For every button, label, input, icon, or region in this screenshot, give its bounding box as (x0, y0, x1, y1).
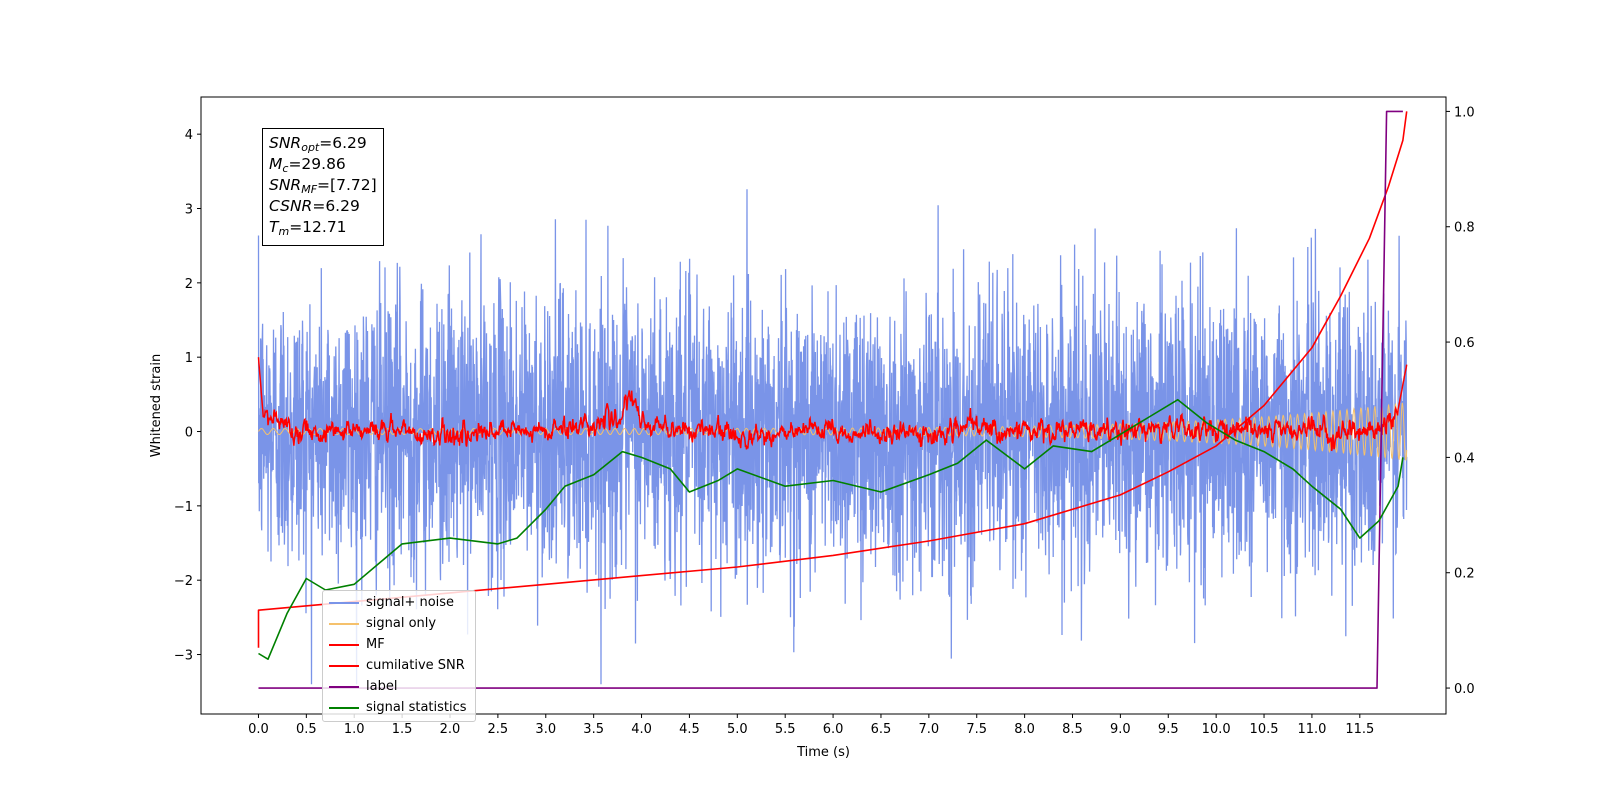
x-tick-label: 7.0 (919, 722, 940, 737)
x-tick-label: 6.0 (823, 722, 844, 737)
y-axis-ticks: −3 −2 −1 0 1 2 3 4 (174, 128, 201, 664)
info-line-csnr: CSNR=6.29 (269, 197, 360, 215)
x-tick-label: 0.5 (296, 722, 317, 737)
x-tick-label: 1.5 (392, 722, 413, 737)
legend-swatch-signal-statistics (329, 707, 359, 709)
info-line-snr-opt: SNRopt=6.29 (269, 134, 367, 154)
plot-frame (200, 96, 1447, 715)
x-tick-label: 2.0 (440, 722, 461, 737)
y2-tick-label: 0.2 (1454, 567, 1475, 582)
legend-item-signal-statistics: signal statistics (323, 697, 475, 718)
signal-statistics-line (258, 398, 1404, 661)
x-tick-label: 3.0 (535, 722, 556, 737)
legend-swatch-mf (329, 644, 359, 646)
x-tick-label: 2.5 (488, 722, 509, 737)
y2-axis-ticks: 0.0 0.2 0.4 0.6 0.8 1.0 (1446, 105, 1475, 697)
legend-item-signal-only: signal only (323, 613, 475, 634)
x-axis-label: Time (s) (796, 745, 850, 760)
y-tick-label: −1 (174, 500, 193, 515)
legend-label-signal-statistics: signal statistics (366, 700, 467, 715)
legend-item-signal-noise: signal+ noise (323, 592, 475, 613)
x-tick-label: 10.0 (1202, 722, 1231, 737)
x-axis-ticks: 0.0 0.5 1.0 1.5 2.0 2.5 3.0 3.5 4.0 4.5 5.0 5.5 6.0 6… (248, 714, 1374, 737)
legend-swatch-label (329, 686, 359, 688)
legend-label-label: label (366, 679, 398, 694)
x-tick-label: 5.5 (775, 722, 796, 737)
legend-label-signal-only: signal only (366, 616, 437, 631)
x-tick-label: 9.0 (1110, 722, 1131, 737)
x-tick-label: 4.5 (679, 722, 700, 737)
x-tick-label: 10.5 (1250, 722, 1279, 737)
legend-item-cumulative-snr: cumilative SNR (323, 655, 475, 676)
legend-label-cumulative-snr: cumilative SNR (366, 658, 465, 673)
legend-label-signal-noise: signal+ noise (366, 595, 455, 610)
y-tick-label: 1 (185, 351, 193, 366)
y-tick-label: 4 (185, 128, 193, 143)
x-tick-label: 1.0 (344, 722, 365, 737)
y-axis-label: Whitened strain (149, 354, 164, 457)
y2-tick-label: 0.4 (1454, 451, 1475, 466)
x-tick-label: 5.0 (727, 722, 748, 737)
x-tick-label: 11.5 (1345, 722, 1374, 737)
legend-swatch-cumulative-snr (329, 665, 359, 667)
snr-info-box: SNRopt=6.29 Mc=29.86 SNRMF=[7.72] CSNR=6… (262, 128, 384, 246)
y-tick-label: −2 (174, 574, 193, 589)
x-tick-label: 3.5 (583, 722, 604, 737)
info-line-tm: Tm=12.71 (269, 218, 347, 238)
x-tick-label: 7.5 (966, 722, 987, 737)
x-tick-label: 6.5 (871, 722, 892, 737)
y-tick-label: 3 (185, 203, 193, 218)
y2-tick-label: 0.8 (1454, 221, 1475, 236)
info-line-snr-mf: SNRMF=[7.72] (269, 176, 377, 196)
legend-swatch-signal-only (329, 623, 359, 625)
info-line-chirp-mass: Mc=29.86 (269, 155, 346, 175)
legend-item-label: label (323, 676, 475, 697)
y2-tick-label: 0.0 (1454, 682, 1475, 697)
x-tick-label: 8.5 (1062, 722, 1083, 737)
y2-tick-label: 0.6 (1454, 336, 1475, 351)
legend-item-mf: MF (323, 634, 475, 655)
legend-label-mf: MF (366, 637, 385, 652)
label-line (258, 110, 1403, 689)
x-tick-label: 8.0 (1014, 722, 1035, 737)
x-tick-label: 4.0 (631, 722, 652, 737)
x-tick-label: 11.0 (1297, 722, 1326, 737)
legend: signal+ noise signal only MF cumilative … (322, 590, 476, 722)
x-tick-label: 0.0 (248, 722, 269, 737)
y2-tick-label: 1.0 (1454, 105, 1475, 120)
mf-line (257, 357, 1408, 452)
legend-swatch-signal-noise (329, 602, 359, 604)
y-tick-label: 2 (185, 277, 193, 292)
y-tick-label: 0 (185, 426, 193, 441)
y-tick-label: −3 (174, 649, 193, 664)
x-tick-label: 9.5 (1158, 722, 1179, 737)
